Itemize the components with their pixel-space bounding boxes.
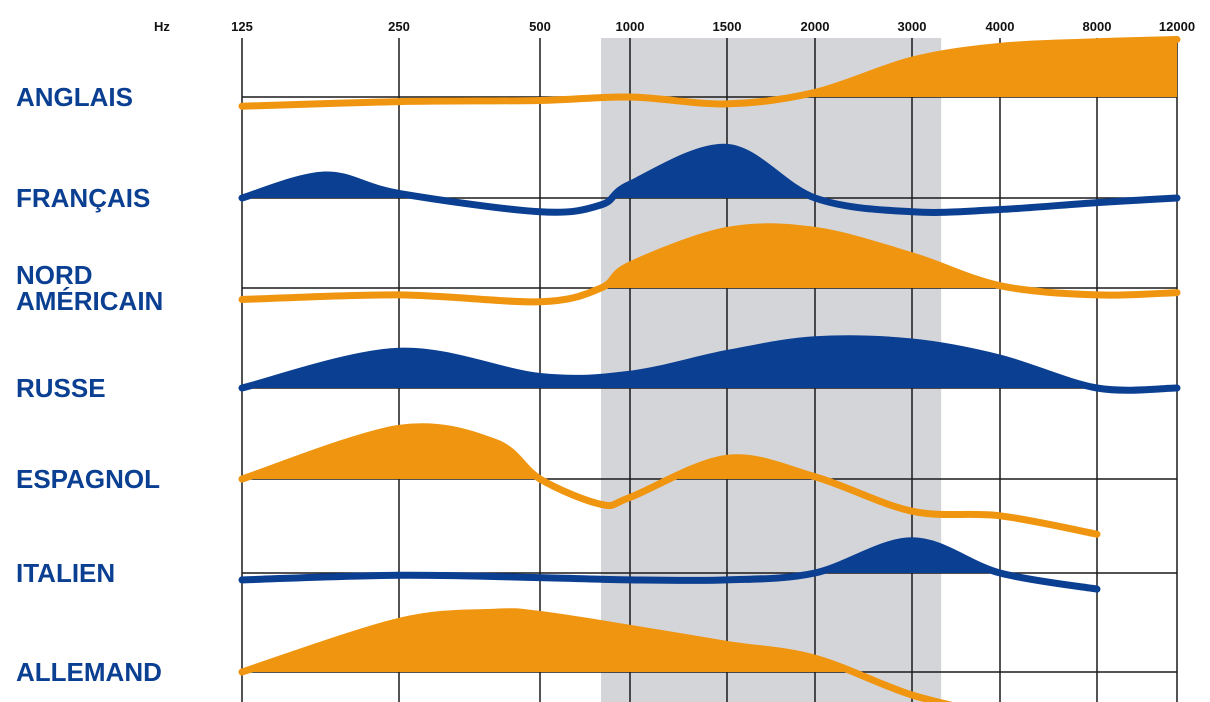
x-tick-1000: 1000 (616, 19, 645, 34)
x-tick-125: 125 (231, 19, 253, 34)
label-fran-ais: FRANÇAIS (16, 183, 150, 213)
label-allemand: ALLEMAND (16, 657, 162, 687)
label-russe: RUSSE (16, 373, 106, 403)
x-axis-unit-label: Hz (154, 19, 170, 34)
line-nord-am-ricain (238, 223, 1181, 306)
label-anglais: ANGLAIS (16, 82, 133, 112)
series-anglais (238, 36, 1181, 110)
area-nord-am-ricain (242, 226, 1177, 288)
line-fran-ais (238, 143, 1181, 216)
series-allemand (238, 608, 1000, 702)
x-tick-250: 250 (388, 19, 410, 34)
label-espagnol: ESPAGNOL (16, 464, 160, 494)
line-espagnol (238, 423, 1101, 538)
series-italien (238, 537, 1101, 593)
language-labels: ANGLAIS FRANÇAIS NORD AMÉRICAIN RUSSE ESPAGNO… (16, 82, 163, 687)
x-tick-2000: 2000 (801, 19, 830, 34)
area-espagnol (242, 426, 1097, 479)
series-fran-ais (238, 143, 1181, 216)
label-nord-am-ricain: NORD AMÉRICAIN (16, 260, 163, 316)
series-espagnol (238, 423, 1101, 538)
x-tick-12000: 12000 (1159, 19, 1195, 34)
series-russe (238, 335, 1181, 394)
x-tick-500: 500 (529, 19, 551, 34)
line-italien (238, 537, 1101, 593)
x-tick-3000: 3000 (898, 19, 927, 34)
x-tick-labels: Hz 125 250 500 1000 1500 2000 3000 4000 8000 1200… (154, 19, 1195, 34)
line-russe (238, 335, 1181, 394)
label-italien: ITALIEN (16, 558, 115, 588)
area-fran-ais (242, 147, 1177, 198)
series-nord-am-ricain (238, 223, 1181, 306)
line-allemand (238, 608, 953, 702)
x-tick-8000: 8000 (1083, 19, 1112, 34)
area-russe (242, 338, 1177, 388)
language-curves (238, 36, 1181, 702)
x-tick-4000: 4000 (986, 19, 1015, 34)
area-allemand (242, 611, 1000, 672)
x-tick-1500: 1500 (713, 19, 742, 34)
line-anglais (238, 36, 1181, 110)
